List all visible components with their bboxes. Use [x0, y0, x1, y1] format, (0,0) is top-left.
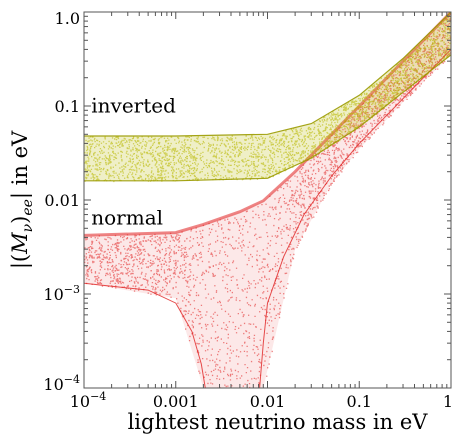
y-tick-label: 10−3: [43, 283, 80, 304]
y-axis-title: |(Mν)ee| in eV: [8, 130, 36, 269]
tick-labels: 10−4 0.001 0.01 0.1 1 10−4 10−3 0.01 0.1 1.0: [43, 9, 453, 411]
inverted-lower-edge: [84, 54, 451, 182]
normal-band-fill: [84, 12, 451, 388]
normal-funnel-left: [84, 282, 206, 388]
ticks: [83, 11, 452, 389]
series-annotations: inverted normal: [91, 94, 176, 230]
normal-series-label: normal: [91, 205, 163, 229]
inverted-band-fill: [84, 12, 451, 181]
y-tick-label: 0.1: [55, 97, 80, 116]
y-tick-label: 1.0: [55, 9, 80, 28]
x-tick-label: 0.001: [153, 392, 199, 411]
plot-area: [84, 12, 451, 388]
y-tick-label: 0.01: [44, 191, 80, 210]
inverted-upper-edge: [84, 12, 451, 137]
y-tick-label: 10−4: [43, 373, 80, 394]
x-axis-title: lightest neutrino mass in eV: [128, 410, 429, 434]
normal-funnel-right: [259, 49, 451, 388]
inverted-series-label: inverted: [91, 94, 176, 118]
x-tick-label: 1: [443, 392, 453, 411]
x-tick-label: 0.01: [250, 392, 286, 411]
x-tick-label: 0.1: [347, 392, 372, 411]
x-tick-label: 10−4: [70, 390, 107, 411]
